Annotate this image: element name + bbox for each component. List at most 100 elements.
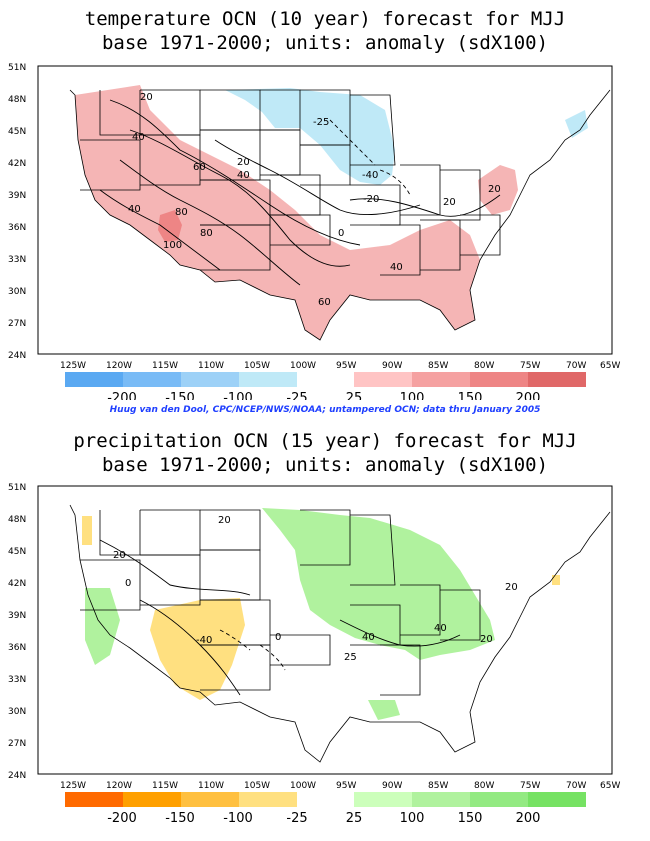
lat-label: 51N: [8, 63, 26, 73]
lon-label: 125W: [60, 361, 86, 371]
colorbar-swatch: [528, 792, 586, 807]
lat-label: 30N: [8, 707, 26, 717]
map-frame: [37, 65, 613, 355]
lon-label: 115W: [152, 361, 178, 371]
contour-label: 40: [128, 204, 141, 215]
contour-label: 40: [390, 262, 403, 273]
colorbar-label: 100: [400, 391, 425, 400]
precipitation-negative-area: [150, 598, 245, 700]
lon-label: 90W: [382, 361, 402, 371]
contour-label: 20: [113, 550, 126, 561]
colorbar-swatch: [65, 372, 123, 387]
lon-axis: 125W 120W 115W 110W 105W 100W 95W 90W 85…: [60, 361, 620, 371]
lat-label: 48N: [8, 515, 26, 525]
lon-label: 65W: [600, 781, 620, 791]
temperature-negative-area-ne: [565, 110, 588, 138]
precipitation-contour-labels: 20 20 0 -40 0 40 40 20 25 20: [113, 515, 518, 663]
lon-axis-2: 125W 120W 115W 110W 105W 100W 95W 90W 85…: [60, 781, 620, 791]
colorbar-swatch: [528, 372, 586, 387]
lat-label: 51N: [8, 483, 26, 493]
lat-label: 27N: [8, 319, 26, 329]
contour-label: 40: [362, 632, 375, 643]
contour-label: 60: [318, 297, 331, 308]
contour-label: 20: [140, 92, 153, 103]
contour-label: 20: [480, 634, 493, 645]
colorbar-label: -150: [165, 811, 195, 826]
temperature-contour-labels: 20 40 60 -40 -20 40 40 20 80 80 100 40 6…: [128, 92, 501, 308]
colorbar-swatch: [65, 792, 123, 807]
lon-label: 120W: [106, 361, 132, 371]
lat-label: 33N: [8, 675, 26, 685]
lat-label: 45N: [8, 547, 26, 557]
colorbar-label: 150: [458, 811, 483, 826]
colorbar-swatch: [470, 792, 528, 807]
lon-label: 100W: [290, 781, 316, 791]
colorbar-label: 100: [400, 811, 425, 826]
colorbar-label: 150: [458, 391, 483, 400]
precipitation-title-line2: base 1971-2000; units: anomaly (sdX100): [101, 454, 549, 476]
contour-label: 40: [434, 623, 447, 634]
temperature-positive-area: [75, 85, 480, 340]
contour-label: 100: [163, 240, 182, 251]
lat-label: 36N: [8, 643, 26, 653]
contour-label: 40: [237, 170, 250, 181]
contour-label: 0: [125, 578, 131, 589]
lat-label: 45N: [8, 127, 26, 137]
colorbar-swatch: [239, 372, 297, 387]
contour-label: 20: [237, 157, 250, 168]
colorbar-label: -100: [223, 391, 253, 400]
temperature-title-line1: temperature OCN (10 year) forecast for M…: [84, 8, 566, 30]
lat-label: 42N: [8, 159, 26, 169]
lon-label: 80W: [474, 781, 494, 791]
precipitation-shading: [82, 508, 560, 720]
colorbar-label: 25: [346, 811, 363, 826]
temperature-title-line2: base 1971-2000; units: anomaly (sdX100): [101, 32, 549, 54]
colorbar-swatch: [354, 792, 412, 807]
lon-label: 75W: [520, 361, 540, 371]
colorbar-swatch: [412, 372, 470, 387]
colorbar-swatch: [181, 372, 239, 387]
precipitation-map: 20 20 0 -40 0 40 40 20 25 20 51N 48N 45N…: [8, 483, 620, 826]
lat-label: 30N: [8, 287, 26, 297]
colorbar-label: 25: [346, 391, 363, 400]
lon-label: 70W: [566, 781, 586, 791]
lat-label: 39N: [8, 191, 26, 201]
temperature-colorbar: -200 -150 -100 -25 25 100 150 200: [65, 372, 586, 400]
lon-label: 95W: [336, 361, 356, 371]
map-frame: [37, 485, 613, 775]
temperature-negative-area: [225, 88, 395, 185]
lon-label: 120W: [106, 781, 132, 791]
contour-label: 20: [488, 184, 501, 195]
lon-label: 70W: [566, 361, 586, 371]
colorbar-label: 200: [516, 391, 541, 400]
contour-label: 80: [200, 228, 213, 239]
lat-axis-2: 51N 48N 45N 42N 39N 36N 33N 30N 27N 24N: [8, 483, 26, 781]
lon-label: 95W: [336, 781, 356, 791]
lon-label: 110W: [198, 781, 224, 791]
lat-label: 48N: [8, 95, 26, 105]
contour-label: 0: [275, 632, 281, 643]
contour-label: 40: [132, 132, 145, 143]
precipitation-positive-area-west: [85, 588, 120, 665]
lon-label: 105W: [244, 361, 270, 371]
colorbar-swatch: [181, 792, 239, 807]
colorbar-swatch: [123, 792, 181, 807]
contour-label: 20: [218, 515, 231, 526]
colorbar-label: -100: [223, 811, 253, 826]
lat-label: 24N: [8, 351, 26, 361]
lat-label: 27N: [8, 739, 26, 749]
state-borders-2: [69, 504, 611, 763]
contour-label: -40: [362, 170, 378, 181]
colorbar-swatch: [239, 792, 297, 807]
lon-label: 100W: [290, 361, 316, 371]
colorbar-label: -25: [286, 811, 307, 826]
lon-label: 65W: [600, 361, 620, 371]
precipitation-colorbar: -200 -150 -100 -25 25 100 150 200: [65, 792, 586, 826]
credit-line: Huug van den Dool, CPC/NCEP/NWS/NOAA; un…: [109, 405, 541, 415]
contour-label: 0: [338, 228, 344, 239]
temperature-map: 20 40 60 -40 -20 40 40 20 80 80 100 40 6…: [8, 63, 620, 400]
colorbar-label: -200: [107, 811, 137, 826]
contour-label: 80: [175, 207, 188, 218]
colorbar-swatch: [123, 372, 181, 387]
colorbar-label: 200: [516, 811, 541, 826]
